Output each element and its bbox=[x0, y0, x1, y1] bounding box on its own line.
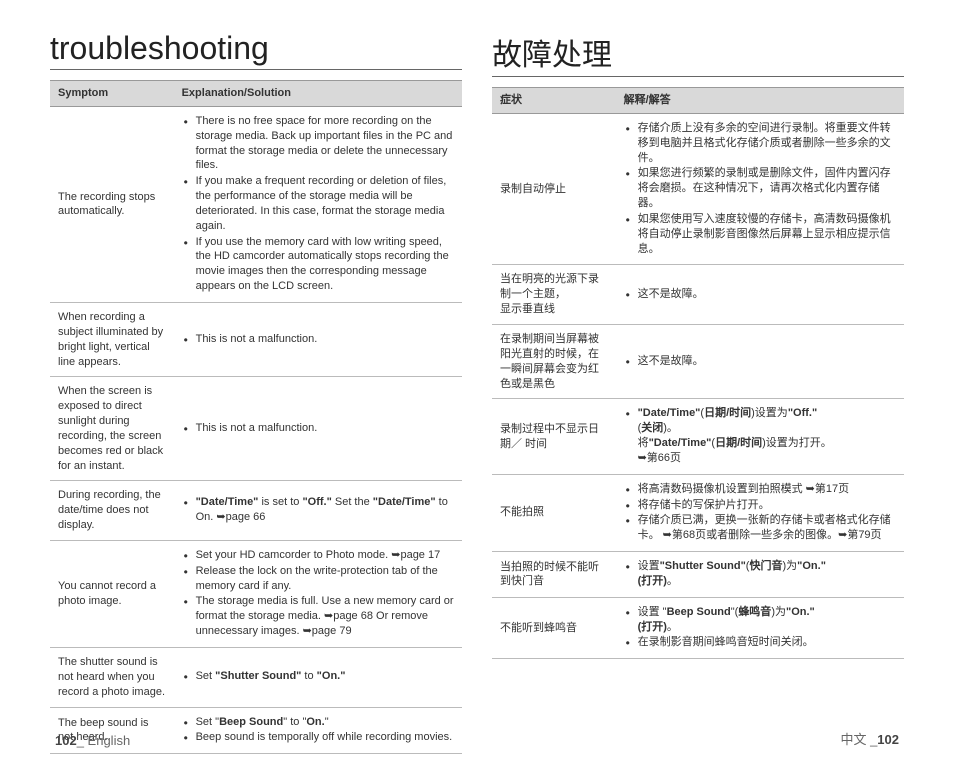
symptom-cell: You cannot record a photo image. bbox=[50, 540, 174, 647]
symptom-cell: 当拍照的时候不能听到快门音 bbox=[492, 552, 616, 598]
table-row: During recording, the date/time does not… bbox=[50, 481, 462, 541]
title-en: troubleshooting bbox=[50, 30, 462, 70]
solution-item: "Date/Time" is set to "Off." Set the "Da… bbox=[182, 495, 454, 525]
solution-item: Set your HD camcorder to Photo mode. ➥pa… bbox=[182, 548, 454, 563]
solution-cell: Set your HD camcorder to Photo mode. ➥pa… bbox=[174, 540, 462, 647]
solution-item: 将高清数码摄像机设置到拍照模式 ➥第17页 bbox=[624, 482, 896, 497]
solution-cell: "Date/Time" is set to "Off." Set the "Da… bbox=[174, 481, 462, 541]
table-row: 当拍照的时候不能听到快门音设置"Shutter Sound"(快门音)为"On.… bbox=[492, 552, 904, 598]
solution-item: Release the lock on the write-protection… bbox=[182, 564, 454, 594]
solution-item: Set "Beep Sound" to "On." bbox=[182, 715, 454, 730]
symptom-cell: 录制自动停止 bbox=[492, 113, 616, 265]
footer-lang-cn: 中文 _ bbox=[840, 732, 877, 747]
solution-cell: Set "Shutter Sound" to "On." bbox=[174, 648, 462, 708]
right-column: 故障处理 症状 解释/解答 录制自动停止存储介质上没有多余的空间进行录制。将重要… bbox=[492, 30, 904, 754]
title-cn: 故障处理 bbox=[492, 30, 904, 77]
troubleshooting-table-en: Symptom Explanation/Solution The recordi… bbox=[50, 80, 462, 754]
table-row: 在录制期间当屏幕被阳光直射的时候，在一瞬间屏幕会变为红色或是黑色这不是故障。 bbox=[492, 324, 904, 398]
table-row: 不能拍照将高清数码摄像机设置到拍照模式 ➥第17页将存储卡的写保护片打开。存储介… bbox=[492, 474, 904, 551]
page-number-right: 102 bbox=[877, 732, 899, 747]
solution-item: 如果您使用写入速度较慢的存储卡，高清数码摄像机将自动停止录制影音图像然后屏幕上显… bbox=[624, 212, 896, 257]
solution-cell: This is not a malfunction. bbox=[174, 377, 462, 481]
solution-cell: This is not a malfunction. bbox=[174, 302, 462, 376]
solution-item: If you use the memory card with low writ… bbox=[182, 235, 454, 294]
solution-cell: 设置 "Beep Sound"(蜂鸣音)为"On."(打开)。在录制影音期间蜂鸣… bbox=[616, 597, 904, 659]
solution-item: 设置 "Beep Sound"(蜂鸣音)为"On."(打开)。 bbox=[624, 605, 896, 635]
symptom-cell: 录制过程中不显示日期／ 时间 bbox=[492, 399, 616, 474]
solution-cell: 将高清数码摄像机设置到拍照模式 ➥第17页将存储卡的写保护片打开。存储介质已满，… bbox=[616, 474, 904, 551]
solution-item: 在录制影音期间蜂鸣音短时间关闭。 bbox=[624, 635, 896, 650]
solution-cell: Set "Beep Sound" to "On."Beep sound is t… bbox=[174, 707, 462, 754]
solution-item: If you make a frequent recording or dele… bbox=[182, 174, 454, 233]
solution-item: This is not a malfunction. bbox=[182, 332, 454, 347]
col-symptom-en: Symptom bbox=[50, 81, 174, 107]
solution-cell: 这不是故障。 bbox=[616, 324, 904, 398]
symptom-cell: The recording stops automatically. bbox=[50, 106, 174, 302]
symptom-cell: During recording, the date/time does not… bbox=[50, 481, 174, 541]
footer-lang-en: _ English bbox=[77, 733, 130, 748]
col-solution-en: Explanation/Solution bbox=[174, 81, 462, 107]
symptom-cell: When recording a subject illuminated by … bbox=[50, 302, 174, 376]
table-row: 录制自动停止存储介质上没有多余的空间进行录制。将重要文件转移到电脑并且格式化存储… bbox=[492, 113, 904, 265]
solution-cell: There is no free space for more recordin… bbox=[174, 106, 462, 302]
solution-item: The storage media is full. Use a new mem… bbox=[182, 594, 454, 639]
table-row: 不能听到蜂鸣音设置 "Beep Sound"(蜂鸣音)为"On."(打开)。在录… bbox=[492, 597, 904, 659]
page-number-left: 102 bbox=[55, 733, 77, 748]
col-solution-cn: 解释/解答 bbox=[616, 88, 904, 114]
symptom-cell: The shutter sound is not heard when you … bbox=[50, 648, 174, 708]
solution-cell: "Date/Time"(日期/时间)设置为"Off."(关闭)。将"Date/T… bbox=[616, 399, 904, 474]
solution-item: 这不是故障。 bbox=[624, 354, 896, 369]
solution-item: 将存储卡的写保护片打开。 bbox=[624, 498, 896, 513]
table-row: 当在明亮的光源下录制一个主题，显示垂直线这不是故障。 bbox=[492, 265, 904, 325]
symptom-cell: 不能听到蜂鸣音 bbox=[492, 597, 616, 659]
table-row: When the screen is exposed to direct sun… bbox=[50, 377, 462, 481]
footer-left: 102_ English bbox=[55, 733, 130, 748]
symptom-cell: 当在明亮的光源下录制一个主题，显示垂直线 bbox=[492, 265, 616, 325]
table-row: You cannot record a photo image. Set your… bbox=[50, 540, 462, 647]
left-column: troubleshooting Symptom Explanation/Solu… bbox=[50, 30, 462, 754]
symptom-cell: 不能拍照 bbox=[492, 474, 616, 551]
solution-item: Set "Shutter Sound" to "On." bbox=[182, 669, 454, 684]
solution-item: 存储介质已满，更换一张新的存储卡或者格式化存储卡。 ➥第68页或者删除一些多余的… bbox=[624, 513, 896, 543]
solution-item: 如果您进行频繁的录制或是删除文件，固件内置闪存将会磨损。在这种情况下，请再次格式… bbox=[624, 166, 896, 211]
table-row: The shutter sound is not heard when you … bbox=[50, 648, 462, 708]
table-row: The recording stops automatically.There … bbox=[50, 106, 462, 302]
col-symptom-cn: 症状 bbox=[492, 88, 616, 114]
troubleshooting-table-cn: 症状 解释/解答 录制自动停止存储介质上没有多余的空间进行录制。将重要文件转移到… bbox=[492, 87, 904, 659]
solution-item: 这不是故障。 bbox=[624, 287, 896, 302]
symptom-cell: 在录制期间当屏幕被阳光直射的时候，在一瞬间屏幕会变为红色或是黑色 bbox=[492, 324, 616, 398]
table-row: When recording a subject illuminated by … bbox=[50, 302, 462, 376]
solution-item: This is not a malfunction. bbox=[182, 421, 454, 436]
footer-right: 中文 _102 bbox=[840, 729, 899, 748]
solution-cell: 这不是故障。 bbox=[616, 265, 904, 325]
symptom-cell: When the screen is exposed to direct sun… bbox=[50, 377, 174, 481]
solution-item: "Date/Time"(日期/时间)设置为"Off."(关闭)。将"Date/T… bbox=[624, 406, 896, 465]
solution-cell: 存储介质上没有多余的空间进行录制。将重要文件转移到电脑并且格式化存储介质或者删除… bbox=[616, 113, 904, 265]
solution-item: 设置"Shutter Sound"(快门音)为"On."(打开)。 bbox=[624, 559, 896, 589]
solution-cell: 设置"Shutter Sound"(快门音)为"On."(打开)。 bbox=[616, 552, 904, 598]
table-row: 录制过程中不显示日期／ 时间"Date/Time"(日期/时间)设置为"Off.… bbox=[492, 399, 904, 474]
solution-item: There is no free space for more recordin… bbox=[182, 114, 454, 173]
solution-item: 存储介质上没有多余的空间进行录制。将重要文件转移到电脑并且格式化存储介质或者删除… bbox=[624, 121, 896, 166]
solution-item: Beep sound is temporally off while recor… bbox=[182, 730, 454, 745]
